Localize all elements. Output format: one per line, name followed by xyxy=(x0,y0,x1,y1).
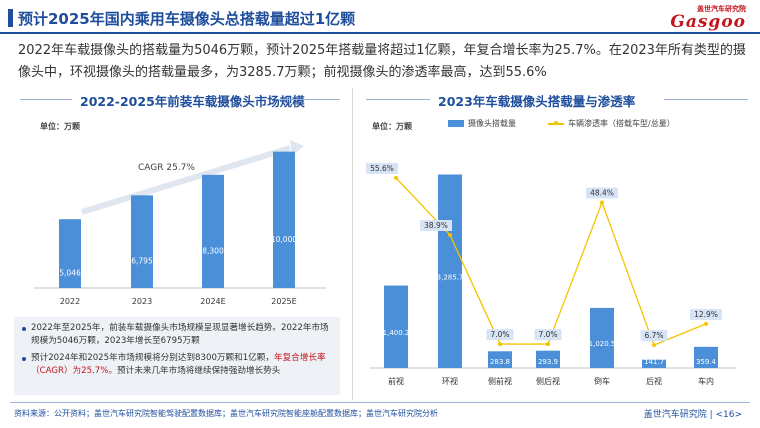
penetration-label-bg-倒车 xyxy=(586,187,618,199)
footer-source: 资料来源：公开资料；盖世汽车研究院智能驾驶配置数据库；盖世汽车研究院智能座舱配置… xyxy=(14,409,438,418)
penetration-label-前视: 55.6% xyxy=(370,164,394,173)
right-chart-unit: 单位：万颗 xyxy=(372,122,412,131)
x-tick-环视: 环视 xyxy=(442,376,458,386)
penetration-label-倒车: 48.4% xyxy=(590,189,614,198)
bar-2022 xyxy=(59,219,81,288)
penetration-point-车内 xyxy=(704,321,708,326)
legend-line-label: 车辆渗透率（搭载车型/总量） xyxy=(568,119,675,128)
penetration-label-bg-环视 xyxy=(420,219,452,231)
x-tick-前视: 前视 xyxy=(388,376,404,386)
penetration-label-bg-侧前视 xyxy=(486,329,514,341)
penetration-label-环视: 38.9% xyxy=(424,221,448,230)
x-tick-2022: 2022 xyxy=(60,297,80,306)
bar-label-2023: 6,795 xyxy=(131,257,153,266)
camera-penetration-combo-chart: 1,400.2 前视 3,285.7 环视 283.8 侧前视 293.9 侧后视 1,020.… xyxy=(366,162,736,386)
footer-divider xyxy=(10,402,750,403)
penetration-point-后视 xyxy=(652,343,656,348)
right-title-line-left xyxy=(366,99,430,100)
bar-label-2024E: 8,300 xyxy=(202,246,224,255)
bar-侧前视 xyxy=(488,351,512,368)
market-size-bar-chart: CAGR 25.7% 5,046 2022 6,795 2023 8,300 2024E 10… xyxy=(34,140,326,306)
bar-label-侧前视: 283.8 xyxy=(490,358,510,366)
penetration-point-侧前视 xyxy=(498,342,502,347)
x-tick-2023: 2023 xyxy=(132,297,152,306)
x-tick-倒车: 倒车 xyxy=(594,376,610,386)
bar-label-车内: 359.4 xyxy=(696,358,717,366)
penetration-point-环视 xyxy=(448,232,452,237)
bar-环视 xyxy=(438,174,462,368)
right-title-line-right xyxy=(664,99,748,100)
penetration-label-bg-侧后视 xyxy=(534,329,562,341)
right-chart-title: 2023年车载摄像头搭载量与渗透率 xyxy=(438,94,636,109)
left-title-line-right xyxy=(278,99,340,100)
gasgoo-logo: 盖世汽车研究院 Gasgoo xyxy=(646,4,746,32)
bullet-2-highlight: 年复合增长率（CAGR）为25.7%。 xyxy=(31,353,326,376)
bar-2025E xyxy=(273,151,295,288)
penetration-point-倒车 xyxy=(600,200,604,205)
bar-2023 xyxy=(131,195,153,288)
bullet-1: 2022年至2025年，前装车载摄像头市场规模呈现显著增长趋势。2022年市场规… xyxy=(22,322,332,348)
penetration-label-侧前视: 7.0% xyxy=(490,330,509,339)
title-bar: 预计2025年国内乘用车摄像头总搭载量超过1亿颗 盖世汽车研究院 Gasgoo xyxy=(0,0,760,34)
penetration-label-bg-前视 xyxy=(366,162,398,174)
bullet-2-text: 预计2024年和2025年市场规模将分别达到8300万颗和1亿颗， xyxy=(31,353,274,363)
penetration-label-bg-后视 xyxy=(640,330,668,342)
x-tick-侧后视: 侧后视 xyxy=(536,376,560,386)
bar-前视 xyxy=(384,285,408,368)
x-tick-车内: 车内 xyxy=(698,376,714,386)
bar-label-2025E: 10,000 xyxy=(271,235,297,244)
legend-bar: 摄像头搭载量 xyxy=(448,118,516,129)
bar-label-侧后视: 293.9 xyxy=(538,358,558,366)
bar-label-环视: 3,285.7 xyxy=(437,273,464,281)
bullet-2: 预计2024年和2025年市场规模将分别达到8300万颗和1亿颗，年复合增长率（… xyxy=(22,352,332,378)
cagr-annotation: CAGR 25.7% xyxy=(138,163,195,173)
x-tick-2024E: 2024E xyxy=(200,297,225,306)
bar-2024E xyxy=(202,174,224,288)
logo-wordmark: Gasgoo xyxy=(670,12,746,32)
bar-后视 xyxy=(642,359,666,368)
summary-text: 2022年车载摄像头的搭载量为5046万颗，预计2025年搭载量将超过1亿颗，年… xyxy=(18,43,746,80)
left-chart-unit: 单位：万颗 xyxy=(40,122,80,131)
legend-line: 车辆渗透率（搭载车型/总量） xyxy=(548,118,675,129)
page-title: 预计2025年国内乘用车摄像头总搭载量超过1亿颗 xyxy=(18,10,356,28)
bar-侧后视 xyxy=(536,350,560,368)
panel-divider xyxy=(352,88,353,400)
bullet-notes: 2022年至2025年，前装车载摄像头市场规模呈现显著增长趋势。2022年市场规… xyxy=(14,317,340,395)
x-tick-2025E: 2025E xyxy=(271,297,296,306)
footer-brand-page: 盖世汽车研究院 | <16> xyxy=(643,410,742,420)
x-tick-后视: 后视 xyxy=(646,376,662,386)
penetration-point-侧后视 xyxy=(546,342,550,347)
left-title-line-left xyxy=(20,99,72,100)
title-accent-mark xyxy=(8,9,13,27)
penetration-label-侧后视: 7.0% xyxy=(538,330,557,339)
cagr-arrow-shaft xyxy=(81,145,291,215)
bar-label-前视: 1,400.2 xyxy=(383,329,410,337)
bar-车内 xyxy=(694,346,718,368)
bar-label-2022: 5,046 xyxy=(59,269,81,278)
penetration-label-车内: 12.9% xyxy=(694,310,718,319)
legend-bar-label: 摄像头搭载量 xyxy=(468,119,516,128)
penetration-label-bg-车内 xyxy=(690,308,722,320)
bar-label-后视: 141.7 xyxy=(644,358,664,366)
penetration-label-后视: 6.7% xyxy=(644,331,663,340)
bar-倒车 xyxy=(590,307,614,368)
bar-label-倒车: 1,020.5 xyxy=(589,340,616,348)
penetration-point-前视 xyxy=(394,175,398,180)
logo-subtitle: 盖世汽车研究院 xyxy=(697,5,746,13)
bullet-2-tail: 预计未来几年市场将继续保持强劲增长势头 xyxy=(117,366,281,376)
legend-line-swatch xyxy=(548,120,564,125)
x-tick-侧前视: 侧前视 xyxy=(488,376,512,386)
left-chart-title: 2022-2025年前装车载摄像头市场规模 xyxy=(80,94,305,109)
legend-bar-swatch xyxy=(448,120,464,127)
